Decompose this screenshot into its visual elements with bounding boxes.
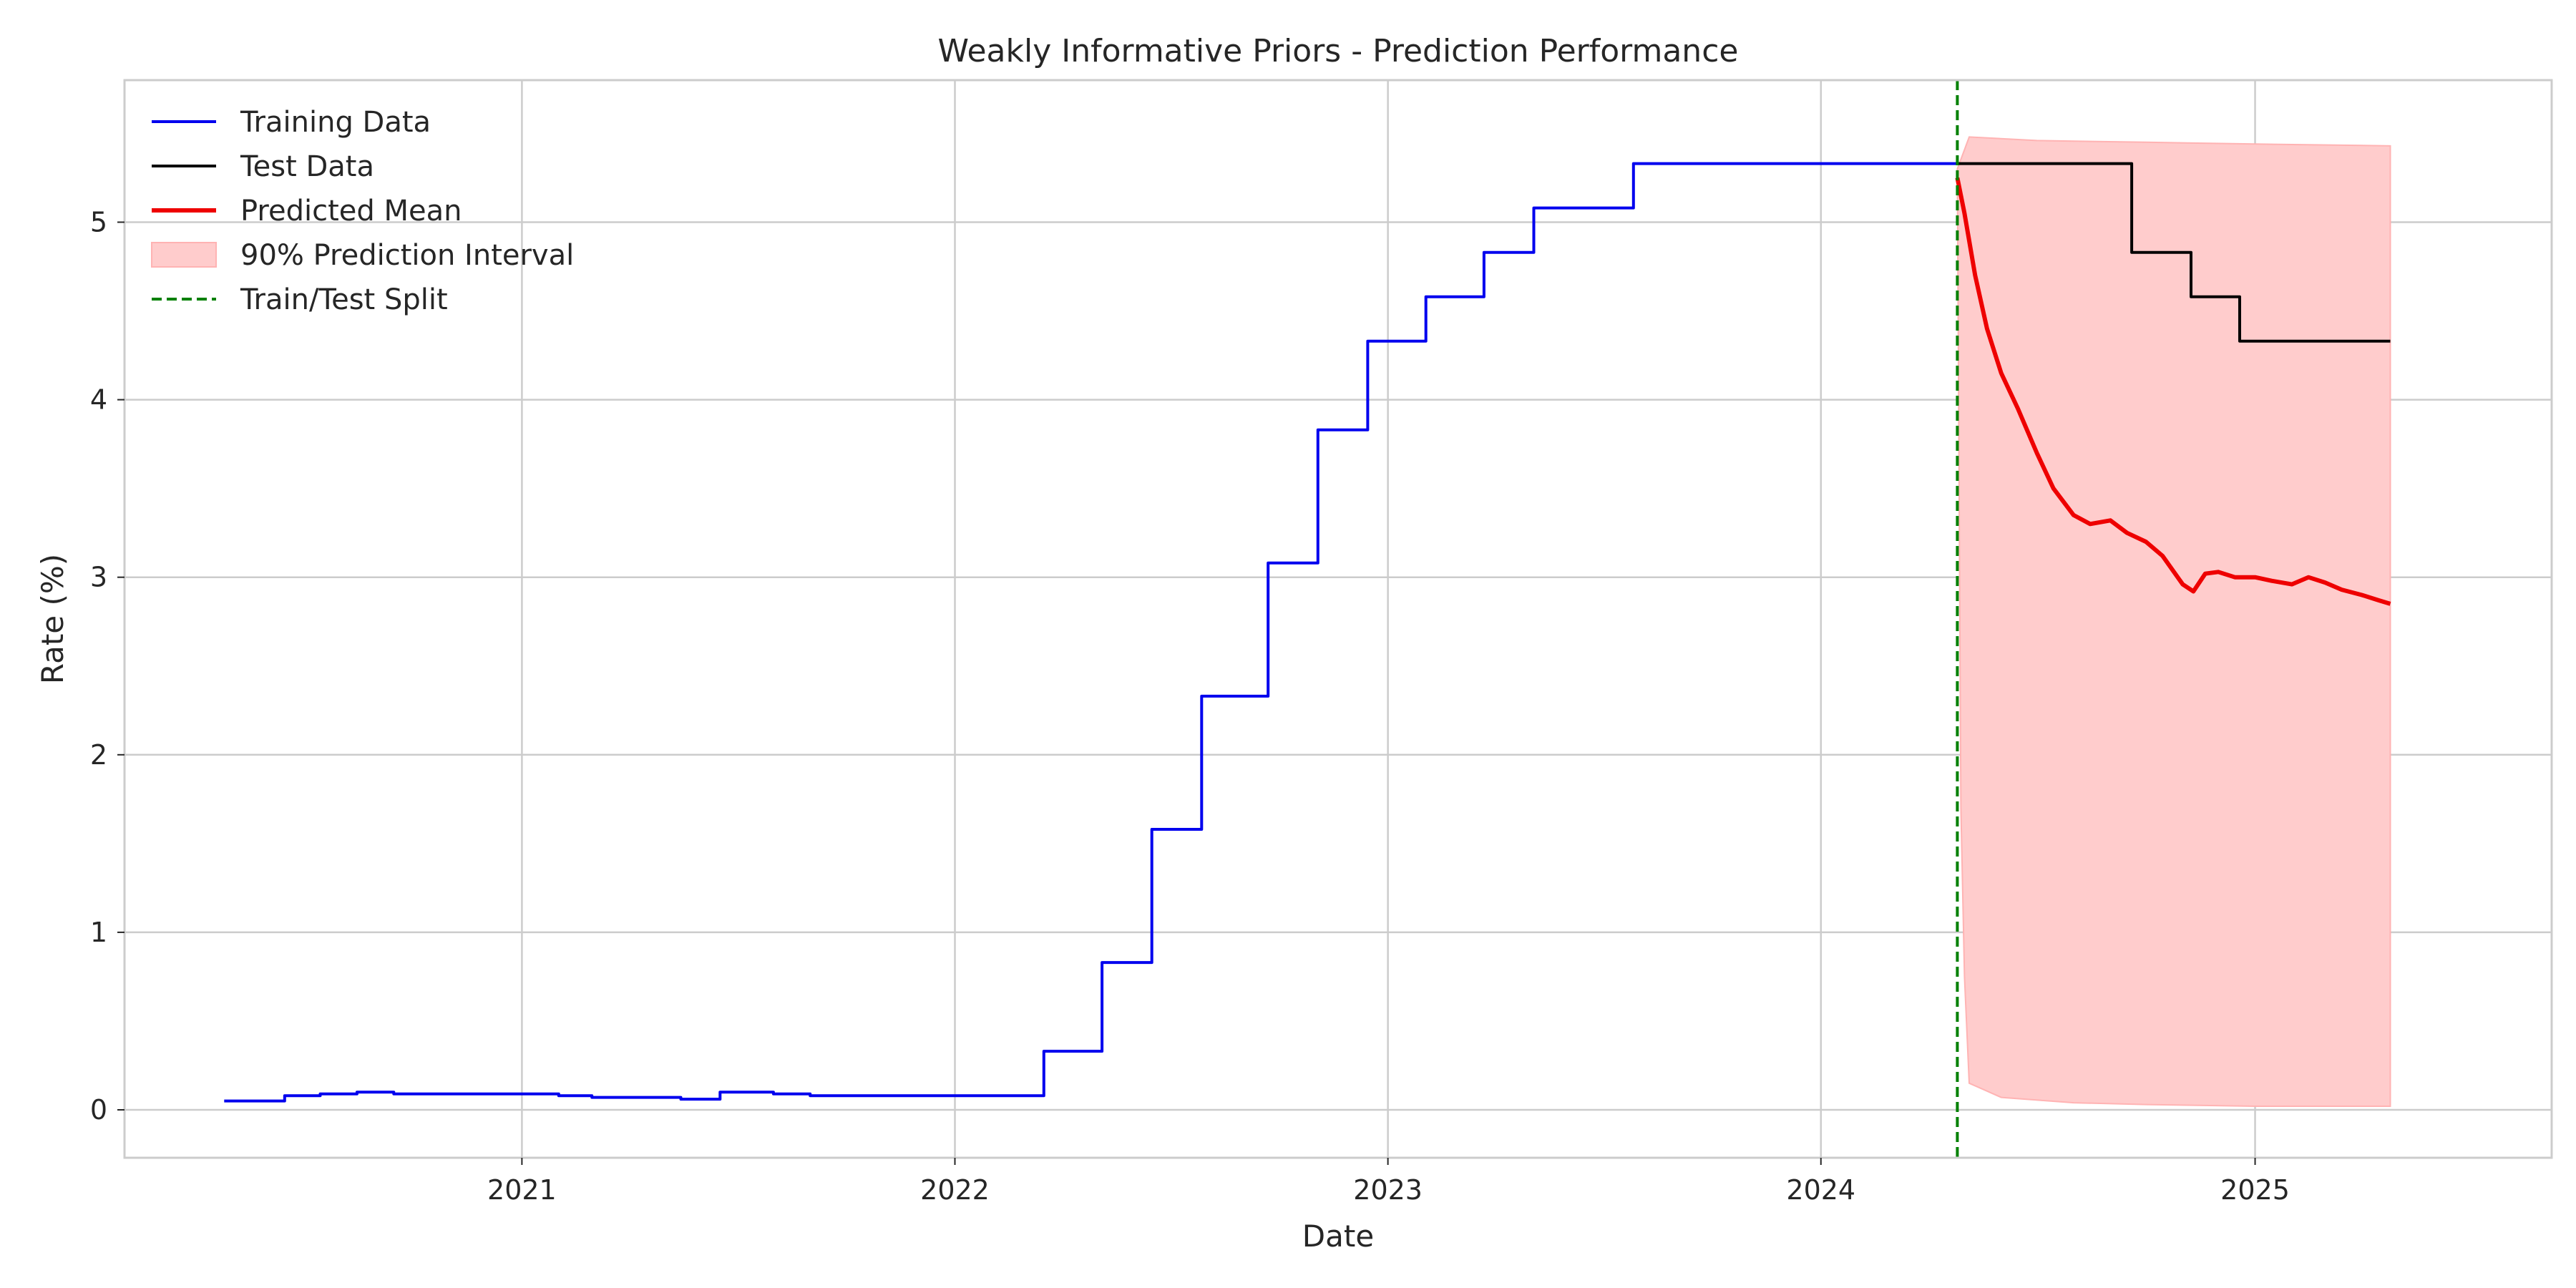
x-axis-ticks: 2021 2022 2023 2024 2025 (487, 1158, 2290, 1206)
x-tick-label: 2022 (920, 1174, 990, 1206)
x-tick-label: 2025 (2220, 1174, 2290, 1206)
series-lines (224, 162, 2391, 1103)
y-tick-label: 2 (90, 739, 107, 771)
plot-frame (123, 79, 2553, 1159)
legend-label: Train/Test Split (240, 283, 448, 316)
legend-label: Training Data (240, 106, 431, 139)
legend-label: Test Data (240, 150, 374, 183)
y-axis-ticks: 0 1 2 3 4 5 (90, 206, 125, 1126)
legend: Training Data Test Data Predicted Mean 90% … (151, 106, 574, 316)
training-data-line (224, 162, 1958, 1103)
x-axis-label: Date (1302, 1219, 1374, 1254)
y-tick-label: 1 (90, 917, 107, 948)
prediction-interval-area (1956, 136, 2391, 1107)
y-tick-label: 4 (90, 384, 107, 416)
y-tick-label: 5 (90, 206, 107, 238)
y-tick-label: 0 (90, 1094, 107, 1126)
x-tick-label: 2021 (487, 1174, 557, 1206)
legend-label: 90% Prediction Interval (240, 239, 574, 272)
test-data-line (1957, 162, 2391, 343)
x-tick-label: 2024 (1786, 1174, 1855, 1206)
legend-label: Predicted Mean (240, 195, 462, 228)
chart-title: Weakly Informative Priors - Prediction P… (938, 33, 1739, 69)
predicted-mean-line (1955, 177, 2391, 606)
x-tick-label: 2023 (1353, 1174, 1423, 1206)
y-axis-label: Rate (%) (35, 554, 70, 684)
y-tick-label: 3 (90, 562, 107, 593)
legend-swatch (151, 242, 217, 268)
prediction-interval-band (1956, 136, 2391, 1107)
